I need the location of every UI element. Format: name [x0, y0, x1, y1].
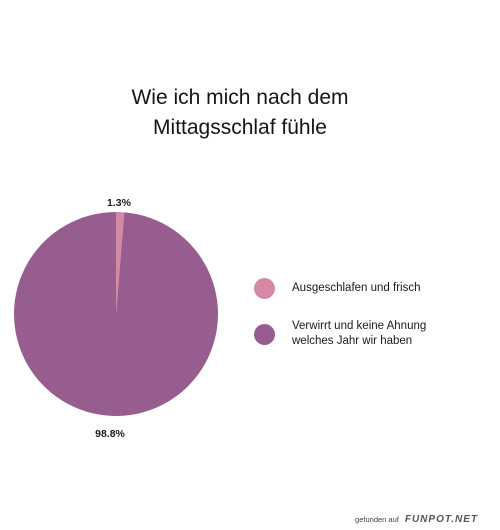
- legend-swatch: [254, 323, 275, 345]
- legend-swatch: [254, 278, 275, 299]
- chart-title: Wie ich mich nach dem Mittagsschlaf fühl…: [0, 83, 480, 143]
- chart-title-line-1: Wie ich mich nach dem: [131, 86, 349, 109]
- chart-legend: Ausgeschlafen und frisch Verwirrt und ke…: [254, 278, 484, 369]
- watermark-footer: gefunden auf FUNPOT.NET: [355, 514, 478, 528]
- pie-slice-0: [116, 212, 125, 314]
- footer-prefix: gefunden auf: [355, 515, 399, 524]
- chart-title-line-2: Mittagsschlaf fühle: [153, 116, 327, 139]
- slice-value-label-0: 1.3%: [107, 197, 132, 209]
- legend-item-verwirrt: Verwirrt und keine Ahnung welches Jahr w…: [254, 319, 484, 349]
- legend-label: Ausgeschlafen und frisch: [292, 282, 421, 294]
- footer-brand: FUNPOT.NET: [404, 514, 478, 525]
- legend-label: Verwirrt und keine Ahnung welches Jahr w…: [292, 320, 427, 347]
- slice-value-label-1: 98.8%: [95, 428, 125, 440]
- pie-slice-1: [13, 212, 218, 417]
- legend-item-ausgeschlafen: Ausgeschlafen und frisch: [254, 278, 484, 299]
